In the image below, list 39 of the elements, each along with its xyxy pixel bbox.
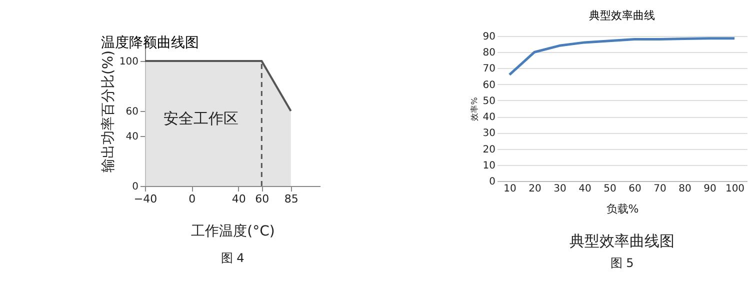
x-tick-label: 50 [604,184,616,194]
x-tick-label: 0 [188,192,196,206]
y-tick-label: 30 [482,128,496,140]
y-tick-label: 80 [482,48,496,59]
chart-title: 温度降额曲线图 [100,35,199,51]
y-tick-label: 0 [489,176,496,188]
y-tick-label: 50 [482,96,496,107]
x-tick-label: 20 [528,184,542,194]
text: 典型效率曲线图 [570,232,674,250]
y-tick-label: 40 [126,132,138,142]
x-tick-label: 10 [504,184,516,194]
y-tick-label: 40 [482,112,496,124]
x-tick-label: 90 [704,184,716,194]
x-axis-title: 工作温度(°C) [191,224,275,240]
x-tick-label: 40 [232,192,246,206]
y-axis-title: 效率% [470,96,479,121]
x-tick-label: 100 [725,184,745,194]
y-tick-label: 90 [482,32,496,42]
y-tick-label: 10 [482,160,496,172]
x-axis-title: 负载% [606,202,639,216]
x-tick-label: 80 [678,184,692,194]
y-tick-label: 70 [482,64,496,75]
annotation: 安全工作区 [164,110,238,128]
y-tick-label: 100 [119,56,138,68]
x-tick-label: 30 [554,184,566,194]
x-tick-label: 60 [628,184,642,194]
chart-title: 典型效率曲线 [589,9,655,22]
x-tick-label: 85 [284,192,298,206]
x-tick-label: 70 [654,184,666,194]
x-tick-label: 60 [255,192,270,206]
x-tick-label: 40 [578,184,592,194]
caption: 图 5 [610,256,634,270]
y-tick-label: 20 [482,144,496,156]
y-axis-title: 输出功率百分比(%) [100,50,116,173]
line-series [508,37,736,76]
y-tick-label: 60 [126,106,138,118]
caption: 图 4 [220,251,244,265]
y-tick-label: 60 [482,80,496,91]
x-tick-label: −40 [134,192,158,206]
